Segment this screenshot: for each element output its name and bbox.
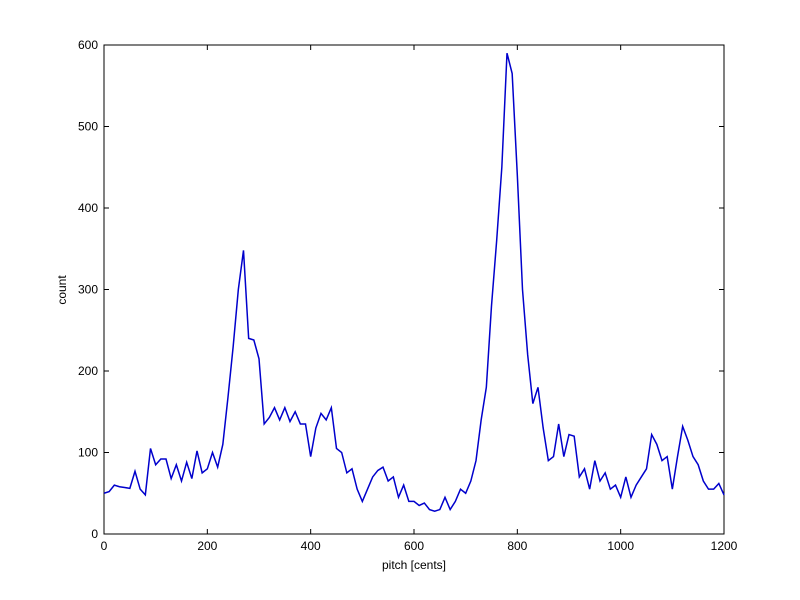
x-tick-label: 1000	[607, 539, 634, 553]
x-tick-label: 0	[101, 539, 108, 553]
y-tick-label: 600	[78, 38, 98, 52]
x-tick-label: 400	[301, 539, 321, 553]
x-axis-label: pitch [cents]	[382, 558, 446, 572]
x-tick-label: 200	[197, 539, 217, 553]
y-tick-label: 500	[78, 120, 98, 134]
x-tick-label: 1200	[711, 539, 738, 553]
y-axis-label: count	[55, 275, 69, 305]
x-tick-label: 600	[404, 539, 424, 553]
data-line	[103, 52, 725, 512]
y-tick-label: 200	[78, 364, 98, 378]
y-tick-label: 400	[78, 201, 98, 215]
y-tick-label: 0	[91, 527, 98, 541]
x-tick-label: 800	[507, 539, 527, 553]
y-tick-label: 100	[78, 446, 98, 460]
y-tick-label: 300	[78, 283, 98, 297]
plot-box	[103, 44, 725, 535]
